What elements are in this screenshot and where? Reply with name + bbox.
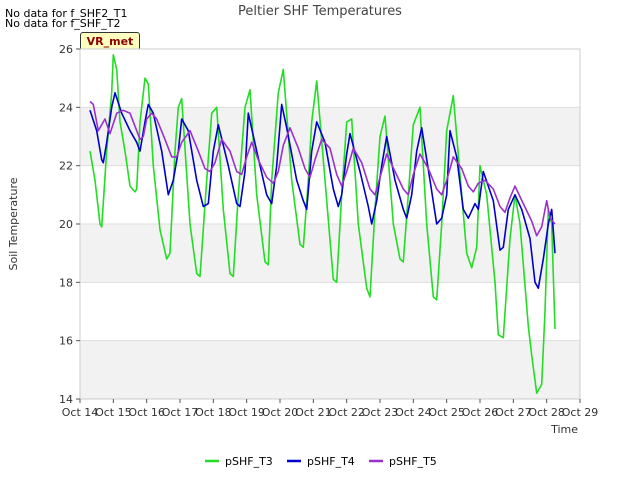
y-tick-label: 26: [59, 43, 73, 56]
x-tick-label: Oct 26: [462, 406, 499, 419]
x-tick-label: Oct 24: [395, 406, 432, 419]
x-tick-label: Oct 17: [162, 406, 199, 419]
x-tick-label: Oct 20: [262, 406, 299, 419]
no-data-notice-1: No data for f_SHF2_T1: [5, 7, 128, 20]
x-tick-label: Oct 22: [328, 406, 365, 419]
x-tick-label: Oct 28: [528, 406, 565, 419]
grid-band: [80, 49, 580, 108]
legend-label: pSHF_T5: [389, 455, 437, 468]
y-tick-label: 24: [59, 101, 73, 114]
y-tick-label: 22: [59, 160, 73, 173]
x-tick-label: Oct 18: [195, 406, 232, 419]
y-axis-label: Soil Temperature: [7, 177, 20, 270]
grid-band: [80, 165, 580, 224]
x-axis-label: Time: [550, 423, 578, 436]
series-line-pSHF_T5: [89, 100, 556, 237]
x-tick-label: Oct 25: [428, 406, 465, 419]
y-tick-label: 16: [59, 335, 73, 348]
x-tick-label: Oct 14: [62, 406, 99, 419]
legend-label: pSHF_T4: [307, 455, 355, 468]
y-tick-label: 20: [59, 218, 73, 231]
x-tick-label: Oct 27: [495, 406, 532, 419]
series-line-pSHF_T3: [89, 53, 556, 395]
grid-band: [80, 340, 580, 399]
y-tick-label: 14: [59, 393, 73, 406]
x-tick-label: Oct 29: [562, 406, 599, 419]
y-tick-label: 18: [59, 276, 73, 289]
x-tick-label: Oct 16: [128, 406, 165, 419]
no-data-notice-2: No data for f_SHF_T2: [5, 17, 121, 30]
x-tick-label: Oct 23: [362, 406, 399, 419]
x-tick-label: Oct 21: [295, 406, 332, 419]
legend-label: pSHF_T3: [225, 455, 273, 468]
chart-title: Peltier SHF Temperatures: [238, 4, 402, 19]
vr-met-badge: VR_met: [80, 32, 140, 51]
x-tick-label: Oct 15: [95, 406, 132, 419]
x-tick-label: Oct 19: [228, 406, 265, 419]
